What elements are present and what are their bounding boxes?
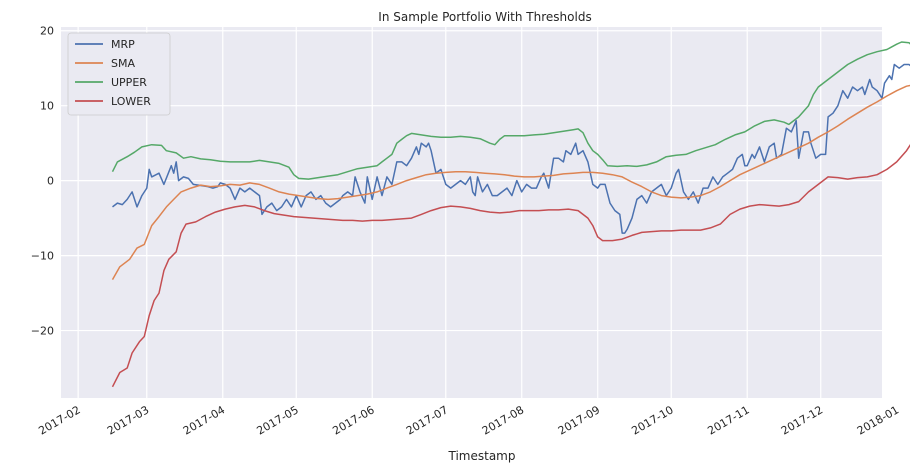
x-tick-label: 2017-06: [330, 403, 376, 437]
series-line-upper: [111, 41, 910, 180]
x-tick-label: 2017-03: [105, 403, 151, 437]
series-line-lower: [111, 143, 910, 388]
plot-area: [61, 27, 882, 398]
x-tick-label: 2017-05: [254, 403, 300, 437]
x-tick-label: 2017-08: [480, 403, 526, 437]
legend-label-sma: SMA: [111, 57, 135, 70]
y-tick-label: 20: [40, 25, 54, 38]
x-tick-label: 2017-07: [404, 403, 450, 437]
y-axis-ticks: 20 10 0 −10 −20: [31, 25, 54, 338]
legend: MRP SMA UPPER LOWER: [67, 32, 171, 116]
x-tick-label: 2017-09: [556, 403, 602, 437]
x-tick-label: 2017-11: [705, 403, 751, 437]
legend-label-lower: LOWER: [111, 95, 151, 108]
legend-label-mrp: MRP: [111, 38, 135, 51]
series-line-mrp: [112, 63, 910, 234]
y-tick-label: 0: [47, 175, 54, 188]
x-axis-ticks: 2017-02 2017-03 2017-04 2017-05 2017-06 2017-…: [36, 403, 901, 437]
y-tick-label: 10: [40, 100, 54, 113]
x-tick-label: 2017-04: [181, 403, 227, 437]
legend-frame: [67, 32, 171, 116]
x-tick-label: 2017-02: [36, 403, 82, 437]
x-tick-label: 2018-01: [855, 403, 901, 437]
chart-title: In Sample Portfolio With Thresholds: [378, 10, 591, 24]
y-tick-label: −10: [31, 250, 54, 263]
series-line-sma: [111, 84, 910, 280]
legend-label-upper: UPPER: [111, 76, 147, 89]
x-tick-label: 2017-12: [779, 403, 825, 437]
series-layer: [111, 41, 910, 388]
x-tick-label: 2017-10: [629, 403, 675, 437]
y-tick-label: −20: [31, 325, 54, 338]
x-axis-label: Timestamp: [448, 449, 516, 463]
